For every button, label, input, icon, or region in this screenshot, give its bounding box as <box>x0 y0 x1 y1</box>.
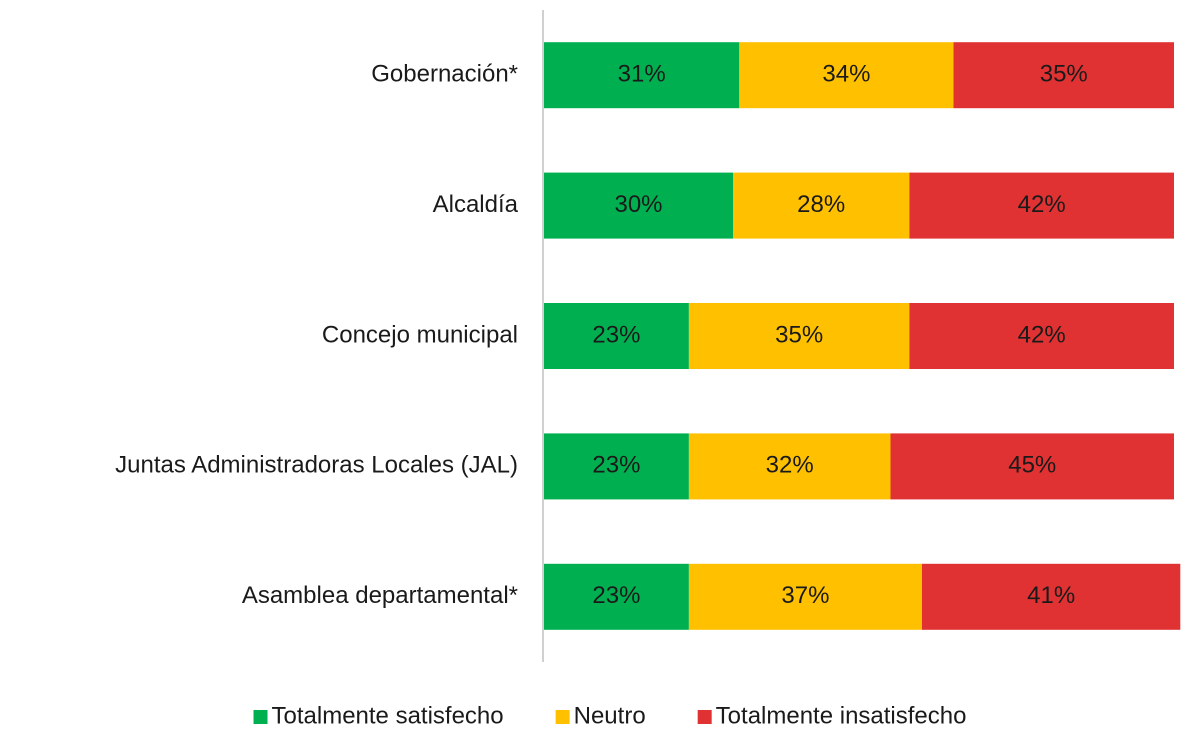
y-tick-label: Gobernación* <box>371 61 518 88</box>
bar-segment <box>909 172 1174 239</box>
data-label: 32% <box>766 452 814 479</box>
data-label: 30% <box>614 191 662 218</box>
bar-segment <box>544 42 740 109</box>
data-label: 35% <box>775 321 823 348</box>
data-label: 35% <box>1040 61 1088 88</box>
bar-segment <box>953 42 1174 109</box>
legend-label: Totalmente satisfecho <box>272 702 504 729</box>
bar-segment <box>544 433 689 500</box>
legend-label: Totalmente insatisfecho <box>716 702 967 729</box>
bar-segment <box>688 433 891 500</box>
bar-segment <box>890 433 1174 500</box>
data-label: 42% <box>1018 321 1066 348</box>
bar-segment <box>544 563 689 630</box>
bar-segment <box>909 303 1174 369</box>
data-label: 23% <box>592 452 640 479</box>
legend-label: Neutro <box>574 702 646 729</box>
data-label: 23% <box>592 321 640 348</box>
bar-segment <box>688 303 910 369</box>
data-label: 31% <box>618 61 666 88</box>
data-label: 45% <box>1008 452 1056 479</box>
bar-segment <box>733 172 910 239</box>
data-label: 41% <box>1027 582 1075 609</box>
y-tick-label: Asamblea departamental* <box>242 582 518 609</box>
legend-marker <box>253 710 268 724</box>
data-label: 28% <box>797 191 845 218</box>
legend-marker <box>697 710 712 724</box>
y-tick-label: Concejo municipal <box>322 321 518 348</box>
bar-segment <box>922 563 1181 630</box>
bar-segment <box>688 563 922 630</box>
y-tick-label: Juntas Administradoras Locales (JAL) <box>115 452 518 479</box>
y-tick-label: Alcaldía <box>433 191 519 218</box>
data-label: 42% <box>1018 191 1066 218</box>
bar-segment <box>544 303 689 369</box>
bar-segment <box>544 172 733 239</box>
data-label: 23% <box>592 582 640 609</box>
bar-segment <box>739 42 954 109</box>
data-label: 37% <box>781 582 829 609</box>
legend-marker <box>555 710 570 724</box>
data-label: 34% <box>822 61 870 88</box>
